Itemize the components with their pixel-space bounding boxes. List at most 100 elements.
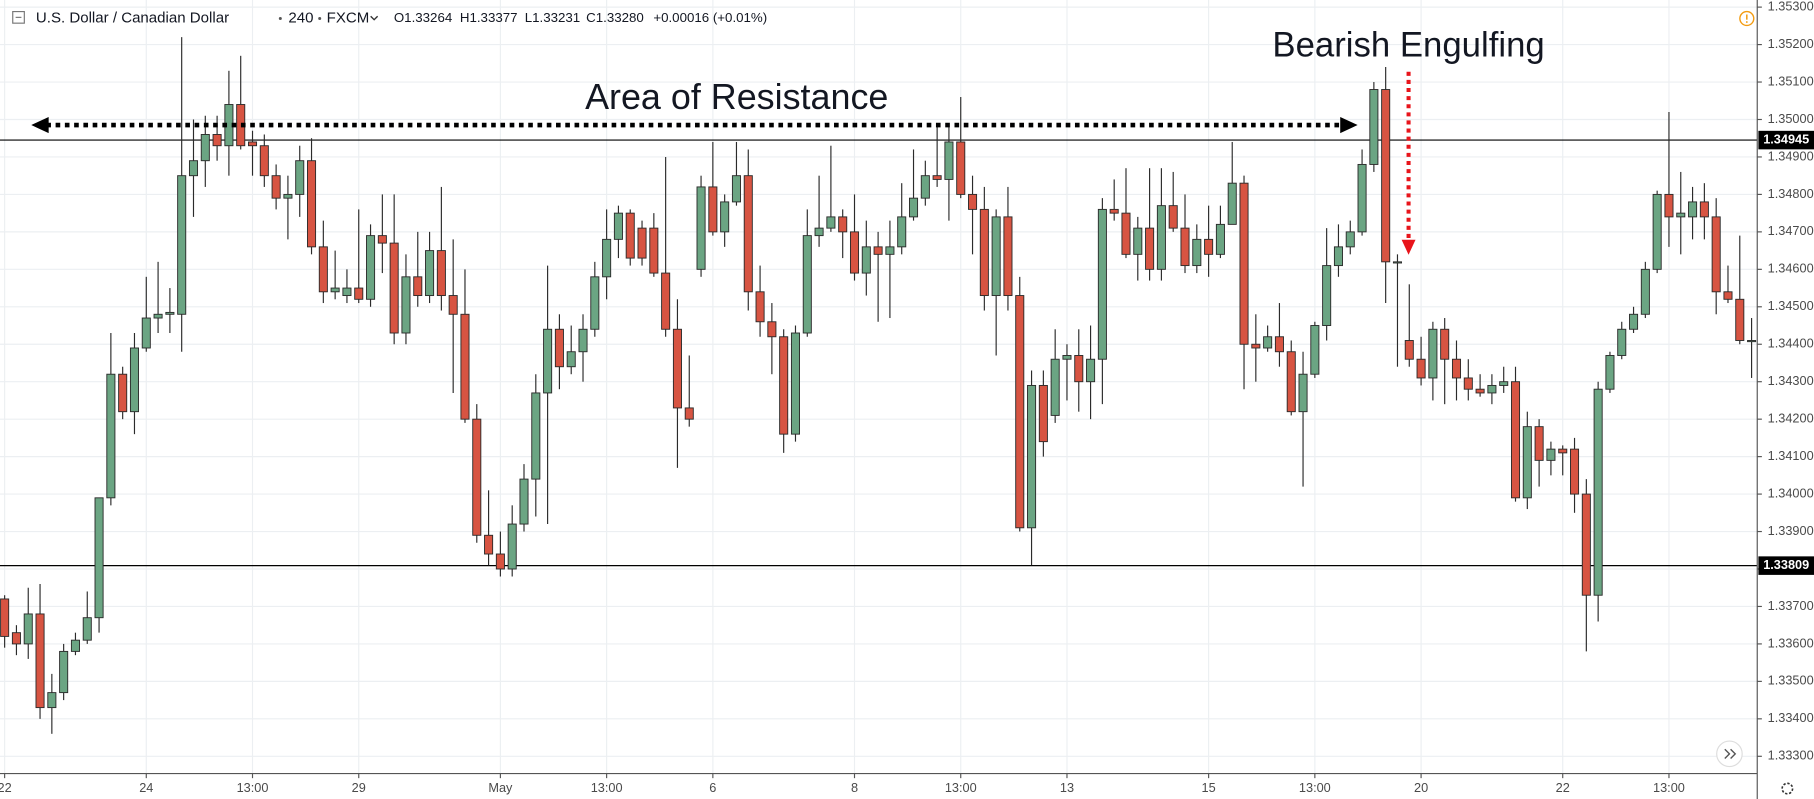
- candle-body: [1593, 388, 1603, 596]
- candle-body: [129, 347, 139, 413]
- x-tick-label: 13:00: [591, 780, 623, 795]
- x-tick-label: 13:00: [1299, 780, 1331, 795]
- candle-body: [436, 250, 446, 297]
- y-tick-label: 1.35100: [1768, 73, 1814, 88]
- candle-body: [1286, 351, 1296, 413]
- candle-body: [1251, 343, 1261, 349]
- candle-body: [1676, 212, 1686, 218]
- x-tick-label: 22: [1556, 780, 1570, 795]
- candle-body: [1699, 201, 1709, 218]
- candle-body: [295, 160, 305, 195]
- candle-body: [968, 193, 978, 210]
- x-tick-label: 24: [139, 780, 153, 795]
- candle-body: [200, 134, 210, 162]
- arrowhead-right: [1340, 116, 1358, 134]
- candle-body: [1050, 358, 1060, 416]
- candle-body: [1381, 89, 1391, 263]
- candle-body: [1487, 384, 1497, 394]
- candle-body: [1204, 238, 1214, 255]
- candle-body: [330, 287, 340, 293]
- candle-body: [425, 250, 435, 297]
- candle-body: [1239, 182, 1249, 345]
- candle-body: [720, 201, 730, 233]
- candle-body: [35, 613, 45, 709]
- separator-dot: [278, 17, 282, 21]
- candle-body: [1475, 388, 1485, 394]
- candle-body: [1215, 223, 1225, 255]
- price-label-box: [1758, 556, 1814, 575]
- candle-body: [1440, 328, 1450, 360]
- candle-body: [1357, 163, 1367, 233]
- candle-body: [118, 373, 128, 413]
- candle-body: [885, 246, 895, 255]
- annotation-bearish-engulfing: Bearish Engulfing: [1272, 27, 1544, 65]
- y-tick-label: 1.34400: [1768, 336, 1814, 351]
- candle-body: [1168, 205, 1178, 229]
- x-tick-label: 13:00: [237, 780, 269, 795]
- candle-body: [696, 186, 706, 270]
- candle-body: [1369, 89, 1379, 165]
- candle-body: [897, 216, 907, 248]
- candle-body: [59, 650, 69, 694]
- candle-body: [661, 272, 671, 330]
- scroll-icon: [1724, 748, 1737, 759]
- alert-icon[interactable]: [1739, 10, 1755, 27]
- candle-body: [1404, 340, 1414, 360]
- candle-body: [1298, 373, 1308, 413]
- candle-body: [1451, 358, 1462, 379]
- candle-body: [1617, 328, 1627, 356]
- candle-body: [106, 373, 116, 499]
- candle-body: [94, 497, 104, 619]
- candle-body: [1121, 212, 1131, 255]
- candle-body: [1310, 325, 1320, 375]
- y-tick-label: 1.34600: [1768, 261, 1814, 276]
- x-tick-label: 29: [352, 780, 366, 795]
- y-tick-label: 1.34800: [1768, 186, 1814, 201]
- collapse-icon[interactable]: [12, 11, 25, 24]
- source-menu-chevron[interactable]: [370, 15, 379, 21]
- candle-body: [1015, 295, 1025, 529]
- candle-body: [165, 311, 175, 315]
- candle-body: [956, 141, 966, 195]
- x-tick-label: 20: [1414, 780, 1428, 795]
- readout-low: L1.33231: [525, 10, 580, 25]
- candle-body: [779, 336, 789, 435]
- candle-body: [1534, 426, 1544, 461]
- candle-body: [0, 598, 10, 637]
- candle-body: [247, 141, 258, 147]
- candle-body: [354, 287, 364, 300]
- x-tick-label: May: [488, 780, 513, 795]
- settings-button[interactable]: [1781, 782, 1794, 795]
- candle-body: [1747, 340, 1757, 343]
- candle-body: [1688, 201, 1698, 218]
- candle-body: [460, 313, 470, 420]
- price-label: 1.33809: [1763, 557, 1809, 572]
- candle-body: [944, 141, 954, 180]
- candle-body: [578, 328, 588, 353]
- candle-body: [637, 227, 647, 259]
- candle-body: [672, 328, 682, 409]
- y-tick-label: 1.33600: [1768, 635, 1814, 650]
- y-tick-label: 1.34300: [1768, 373, 1814, 388]
- x-tick-label: 13:00: [1653, 780, 1685, 795]
- price-lines: [0, 139, 1758, 567]
- candle-body: [743, 175, 753, 293]
- readout-open: O1.33264: [394, 10, 452, 25]
- y-tick-label: 1.33500: [1768, 673, 1814, 688]
- candle-body: [188, 160, 199, 177]
- candle-body: [1038, 384, 1048, 443]
- candle-body: [1345, 231, 1355, 248]
- candle-body: [1086, 358, 1096, 383]
- candle-body: [838, 216, 848, 233]
- candle-body: [413, 276, 423, 297]
- candle-body: [979, 208, 989, 297]
- candle-body: [47, 692, 57, 709]
- candle-body: [401, 276, 411, 334]
- readout-high: H1.33377: [460, 10, 518, 25]
- candle-body: [82, 617, 92, 641]
- candle-body: [1027, 384, 1037, 529]
- y-tick-label: 1.33900: [1768, 523, 1814, 538]
- candle-body: [307, 160, 317, 248]
- candle-body: [790, 332, 801, 435]
